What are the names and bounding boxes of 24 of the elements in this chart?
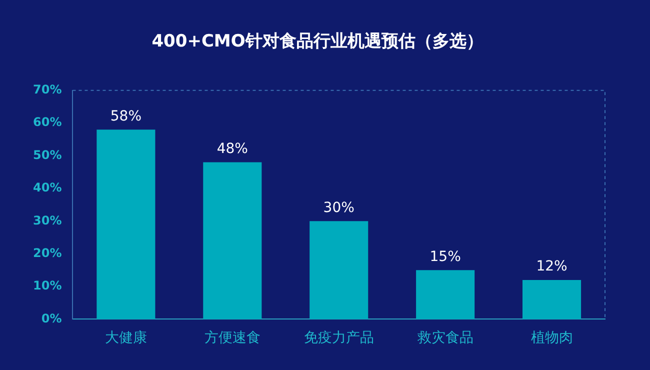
bar xyxy=(203,162,262,320)
x-tick-label: 方便速食 xyxy=(204,330,260,346)
y-tick-label: 20% xyxy=(32,246,62,260)
data-label: 15% xyxy=(430,248,461,265)
bar xyxy=(416,270,475,320)
y-tick-label: 50% xyxy=(32,148,62,162)
data-label: 30% xyxy=(323,200,354,216)
data-label: 48% xyxy=(216,140,248,157)
y-tick-label: 10% xyxy=(32,278,62,293)
bar xyxy=(522,280,582,320)
y-tick-label: 0% xyxy=(41,311,62,326)
y-tick-label: 60% xyxy=(32,115,62,130)
bar xyxy=(310,221,368,320)
y-tick-label: 30% xyxy=(32,213,62,228)
x-tick-label: 大健康 xyxy=(104,330,147,346)
chart-title: 400+CMO针对食品行业机遇预估（多选） xyxy=(152,32,484,52)
bar xyxy=(96,130,156,320)
data-label: 12% xyxy=(536,258,568,275)
x-tick-label: 免疫力产品 xyxy=(304,330,374,346)
x-tick-label: 植物肉 xyxy=(530,330,573,346)
y-tick-label: 70% xyxy=(32,82,62,97)
x-tick-label: 救灾食品 xyxy=(416,330,474,346)
y-tick-label: 40% xyxy=(32,180,62,195)
data-label: 58% xyxy=(110,108,142,124)
